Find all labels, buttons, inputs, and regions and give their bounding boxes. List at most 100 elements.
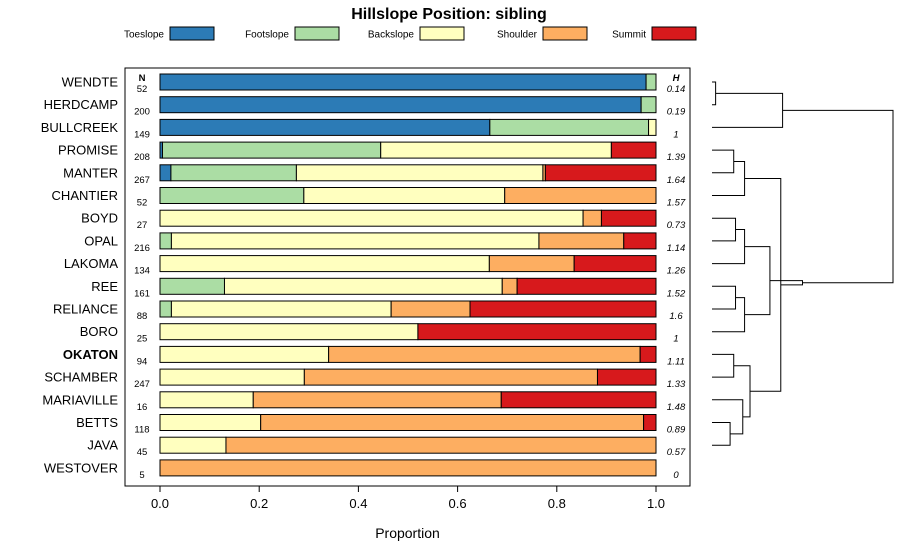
dendrogram-merge [712, 297, 746, 333]
dendrogram-merge [712, 422, 731, 446]
bar-segment-boyd-summit [600, 209, 657, 227]
row-label-promise: PROMISE [58, 143, 118, 158]
bar-segment-okaton-backslope [159, 345, 330, 363]
n-value-ree: 161 [134, 288, 150, 299]
x-tick-label: 0.4 [349, 496, 367, 511]
bar-row-schamber [159, 368, 657, 386]
bar-segment-manter-toeslope [159, 164, 172, 182]
bar-row-bullcreek [159, 118, 657, 136]
bar-segment-schamber-shoulder [303, 368, 598, 386]
dendrogram-merge [712, 353, 735, 378]
row-labels: WENDTE HERDCAMP BULLCREEK PROMISE MANTER CHAN… [41, 75, 119, 476]
bar-segment-promise-backslope [380, 141, 612, 159]
dendrogram-merge [733, 365, 751, 418]
bar-row-promise [159, 141, 657, 159]
dendrogram-merge [712, 399, 744, 435]
row-label-boyd: BOYD [81, 211, 118, 226]
bar-segment-ree-summit [516, 277, 657, 295]
bar-segment-okaton-summit [639, 345, 657, 363]
row-label-schamber: SCHAMBER [44, 370, 118, 385]
n-value-mariaville: 16 [137, 402, 148, 413]
h-value-herdcamp: 0.19 [667, 107, 686, 118]
legend-label-footslope: Footslope [245, 30, 289, 41]
bar-segment-boro-backslope [159, 323, 419, 341]
bar-row-mariaville [159, 391, 657, 409]
bar-segment-opal-summit [623, 232, 657, 250]
row-label-herdcamp: HERDCAMP [44, 97, 118, 112]
bar-segment-opal-backslope [170, 232, 540, 250]
bar-segment-reliance-footslope [159, 300, 172, 318]
n-value-wendte: 52 [137, 84, 148, 95]
dendrogram-merge [712, 149, 735, 174]
plot-frame [124, 67, 691, 487]
h-values: 0.14 0.19 1 1.39 1.64 1.57 0.73 1.14 1.26 1.52 1.6… [667, 84, 686, 481]
row-label-opal: OPAL [84, 233, 118, 248]
bar-segment-reliance-shoulder [390, 300, 471, 318]
bar-segment-opal-shoulder [538, 232, 625, 250]
h-value-schamber: 1.33 [667, 379, 686, 390]
bar-row-manter [159, 164, 657, 182]
row-label-java: JAVA [87, 438, 118, 453]
bar-row-lakoma [159, 255, 657, 273]
h-value-promise: 1.39 [667, 152, 686, 163]
n-value-chantier: 52 [137, 198, 148, 209]
h-value-java: 0.57 [667, 447, 686, 458]
bar-segment-ree-backslope [223, 277, 503, 295]
bar-segment-manter-footslope [170, 164, 297, 182]
x-tick-label: 0.2 [250, 496, 268, 511]
row-label-ree: REE [91, 279, 118, 294]
bar-segment-westover-shoulder [159, 459, 657, 477]
legend: Toeslope Footslope Backslope Shoulder Summit [124, 26, 697, 41]
n-value-westover: 5 [139, 470, 144, 481]
h-value-chantier: 1.57 [667, 198, 686, 209]
dendrogram-merge [712, 81, 717, 106]
bar-segment-chantier-backslope [303, 187, 506, 204]
n-value-promise: 208 [134, 152, 150, 163]
h-header: H [673, 73, 681, 84]
dendrogram-merge [712, 160, 746, 196]
bar-row-herdcamp [159, 96, 657, 114]
h-value-boyd: 0.73 [667, 220, 686, 231]
x-tick-label: 0.0 [151, 496, 169, 511]
h-value-wendte: 0.14 [667, 84, 686, 95]
chart-title: Hillslope Position: sibling [351, 6, 547, 23]
n-value-reliance: 88 [137, 311, 148, 322]
row-label-lakoma: LAKOMA [64, 256, 119, 271]
h-value-ree: 1.52 [667, 288, 686, 299]
x-axis: 0.0 0.2 0.4 0.6 0.8 1.0 [151, 486, 665, 511]
bar-segment-betts-summit [643, 414, 657, 431]
bar-segment-boro-summit [417, 323, 657, 341]
bar-row-ree [159, 277, 657, 295]
bar-row-java [159, 436, 657, 454]
row-label-reliance: RELIANCE [53, 302, 118, 317]
dendrogram-merge [712, 217, 737, 242]
n-value-okaton: 94 [137, 356, 148, 367]
bar-segment-herdcamp-footslope [640, 96, 657, 114]
bar-segment-bullcreek-toeslope [159, 118, 491, 136]
bar-segment-ree-footslope [159, 277, 225, 295]
x-tick-label: 0.6 [449, 496, 467, 511]
h-value-mariaville: 1.48 [667, 402, 686, 413]
bar-segment-wendte-footslope [645, 73, 657, 91]
row-label-chantier: CHANTIER [52, 188, 118, 203]
n-value-opal: 216 [134, 243, 150, 254]
bar-segment-schamber-backslope [159, 368, 305, 386]
dendrogram [712, 81, 894, 446]
bar-row-boyd [159, 209, 657, 227]
bar-segment-bullcreek-footslope [489, 118, 650, 136]
bar-segment-mariaville-backslope [159, 391, 254, 409]
x-tick-label: 0.8 [548, 496, 566, 511]
row-label-betts: BETTS [76, 415, 118, 430]
legend-swatch-backslope [419, 26, 465, 41]
legend-label-backslope: Backslope [368, 30, 415, 41]
h-value-betts: 0.89 [667, 425, 686, 436]
bar-segment-lakoma-backslope [159, 255, 490, 273]
h-value-okaton: 1.11 [667, 356, 685, 367]
n-value-manter: 267 [134, 175, 150, 186]
bar-segment-schamber-summit [596, 368, 657, 386]
h-value-reliance: 1.6 [669, 311, 683, 322]
legend-label-shoulder: Shoulder [497, 30, 538, 41]
bar-row-betts [159, 414, 657, 431]
bar-segment-mariaville-shoulder [252, 391, 502, 409]
